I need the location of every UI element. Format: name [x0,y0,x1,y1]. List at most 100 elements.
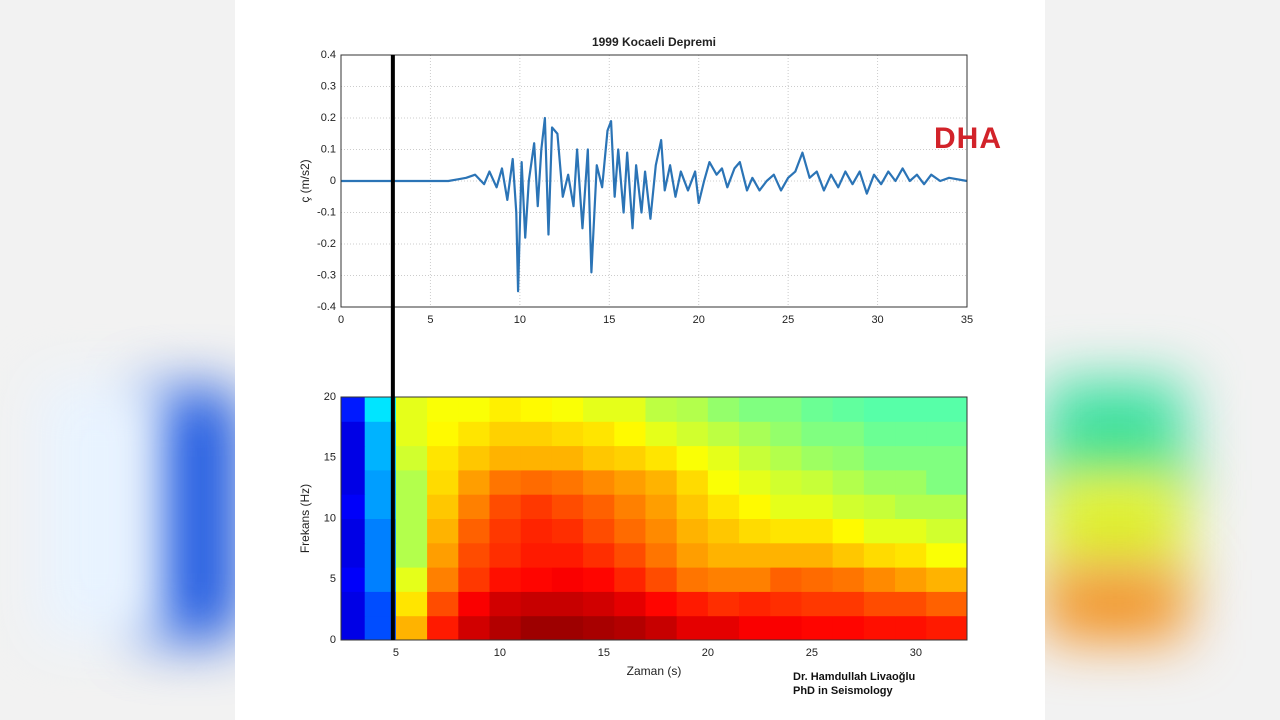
heat-cell [832,591,865,617]
heat-cell [551,567,584,592]
x-tick-label: 20 [693,314,705,326]
heat-cell [520,469,553,495]
y-tick-label: -0.3 [317,269,336,281]
heat-cell [739,567,771,592]
y-tick-label: 0 [330,175,336,187]
heat-cell [895,518,927,544]
heat-cell [801,494,834,519]
heat-cell [739,445,771,471]
heat-cell [583,518,615,544]
heat-cell [895,397,927,422]
heat-cell [863,421,896,447]
heat-cell [676,469,709,495]
heat-cell [832,469,865,495]
heat-cell [614,397,646,422]
heat-cell [926,445,968,471]
heat-cell [676,445,709,471]
heat-cell [707,518,740,544]
heat-cell [863,567,896,592]
heat-cell [926,518,968,544]
heat-cell [676,518,709,544]
heat-cell [520,397,553,422]
heat-cell [645,615,678,641]
blurred-side [0,0,240,720]
x-tick-label: 0 [338,314,344,326]
heat-cell [341,518,366,544]
heat-cell [770,494,802,519]
heat-cell [583,469,615,495]
x-axis-label: Zaman (s) [627,664,682,678]
heat-cell [926,591,968,617]
heat-cell [863,469,896,495]
y-tick-label: 0 [330,634,336,646]
heat-cell [863,397,896,422]
heat-cell [676,567,709,592]
x-tick-label: 5 [393,647,399,659]
heat-cell [926,567,968,592]
heat-cell [645,421,678,447]
heat-cell [614,567,646,592]
heat-cell [707,591,740,617]
x-tick-label: 35 [961,314,973,326]
heat-cell [770,518,802,544]
blur [1045,470,1185,580]
heat-cell [614,445,646,471]
y-tick-label: 0.3 [321,80,336,92]
heat-cell [489,445,522,471]
heat-cell [583,567,615,592]
heat-cell [707,615,740,641]
heat-cell [614,542,646,568]
heat-cell [427,397,459,422]
x-tick-label: 20 [702,647,714,659]
heat-cell [395,469,428,495]
heat-cell [645,591,678,617]
heat-cell [801,591,834,617]
heat-cell [583,542,615,568]
x-tick-label: 10 [494,647,506,659]
heat-cell [739,518,771,544]
heat-cell [551,397,584,422]
heat-cell [707,445,740,471]
heat-cell [614,469,646,495]
logo: DHA [934,122,1002,155]
x-tick-label: 15 [598,647,610,659]
heat-cell [458,421,490,447]
heat-cell [739,469,771,495]
heat-cell [770,445,802,471]
heat-cell [458,615,490,641]
heat-cell [801,469,834,495]
heat-cell [895,494,927,519]
heat-cell [832,567,865,592]
heat-cell [614,494,646,519]
heat-cell [395,397,428,422]
heat-cell [489,567,522,592]
heat-cell [926,397,968,422]
heat-cell [427,445,459,471]
heat-cell [395,615,428,641]
heat-cell [458,469,490,495]
heat-cell [770,567,802,592]
heat-cell [770,615,802,641]
heat-cell [645,469,678,495]
heat-cell [707,542,740,568]
heat-cell [926,469,968,495]
heat-cell [770,421,802,447]
y-axis-label: Frekans (Hz) [298,484,312,553]
heat-cell [832,445,865,471]
heat-cell [801,542,834,568]
heat-cell [489,421,522,447]
heat-cell [341,469,366,495]
y-tick-label: -0.2 [317,238,336,250]
heat-cell [551,445,584,471]
heat-cell [395,567,428,592]
heat-cell [832,518,865,544]
heat-cell [395,445,428,471]
x-tick-label: 30 [871,314,883,326]
heat-cell [645,542,678,568]
heat-cell [895,615,927,641]
heat-cell [614,615,646,641]
heat-cell [551,421,584,447]
heat-cell [427,591,459,617]
heat-cell [583,421,615,447]
